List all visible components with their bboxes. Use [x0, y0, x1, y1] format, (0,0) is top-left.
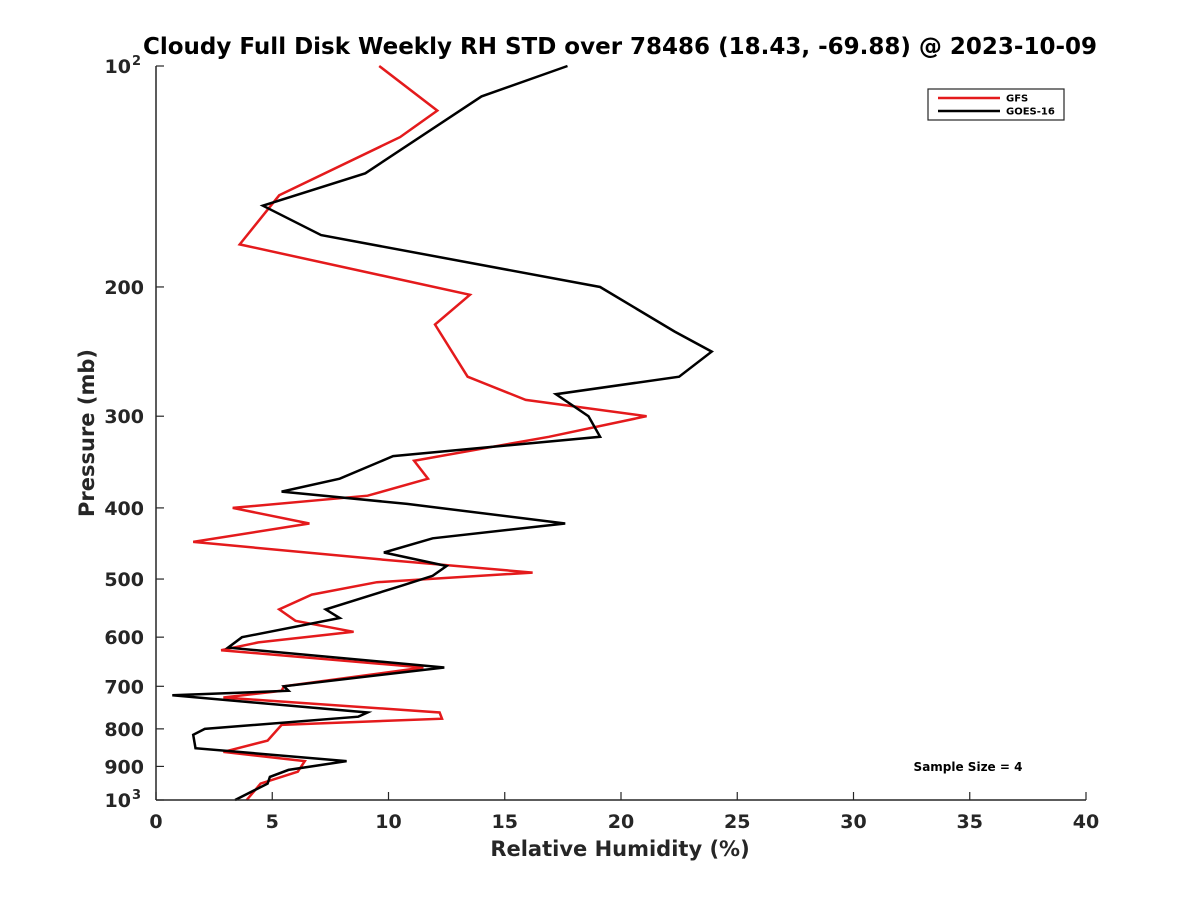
- y-tick-exponent: 2: [132, 54, 141, 69]
- y-tick-label: 500: [104, 569, 144, 591]
- y-tick-label: 400: [104, 498, 144, 520]
- x-tick-label: 25: [724, 811, 750, 833]
- chart-title: Cloudy Full Disk Weekly RH STD over 7848…: [143, 34, 1097, 60]
- y-tick-label: 900: [104, 756, 144, 778]
- x-tick-label: 30: [840, 811, 866, 833]
- x-tick-label: 0: [149, 811, 162, 833]
- x-tick-label: 10: [375, 811, 401, 833]
- x-tick-label: 35: [957, 811, 983, 833]
- y-tick-label: 300: [104, 406, 144, 428]
- series-line-goes16: [172, 64, 714, 802]
- x-tick-label: 5: [266, 811, 279, 833]
- legend-label-goes16: GOES-16: [1006, 107, 1055, 118]
- series-layer: [172, 64, 714, 802]
- legend-box: [927, 88, 1065, 121]
- x-tick-label: 20: [608, 811, 634, 833]
- y-tick-label: 10: [105, 56, 131, 78]
- x-tick-label: 15: [492, 811, 518, 833]
- y-tick-label: 10: [105, 790, 131, 812]
- sample-size-annotation: Sample Size = 4: [914, 760, 1023, 774]
- x-tick-label: 40: [1073, 811, 1099, 833]
- y-tick-label: 200: [104, 277, 144, 299]
- y-tick-label: 700: [104, 676, 144, 698]
- y-tick-label: 800: [104, 719, 144, 741]
- legend: GFS GOES-16: [927, 88, 1065, 121]
- y-axis-label: Pressure (mb): [75, 349, 99, 517]
- y-tick-exponent: 3: [132, 788, 141, 803]
- series-line-gfs: [193, 65, 647, 801]
- y-tick-label: 600: [104, 627, 144, 649]
- x-axis-label: Relative Humidity (%): [490, 837, 749, 861]
- legend-label-gfs: GFS: [1006, 94, 1028, 105]
